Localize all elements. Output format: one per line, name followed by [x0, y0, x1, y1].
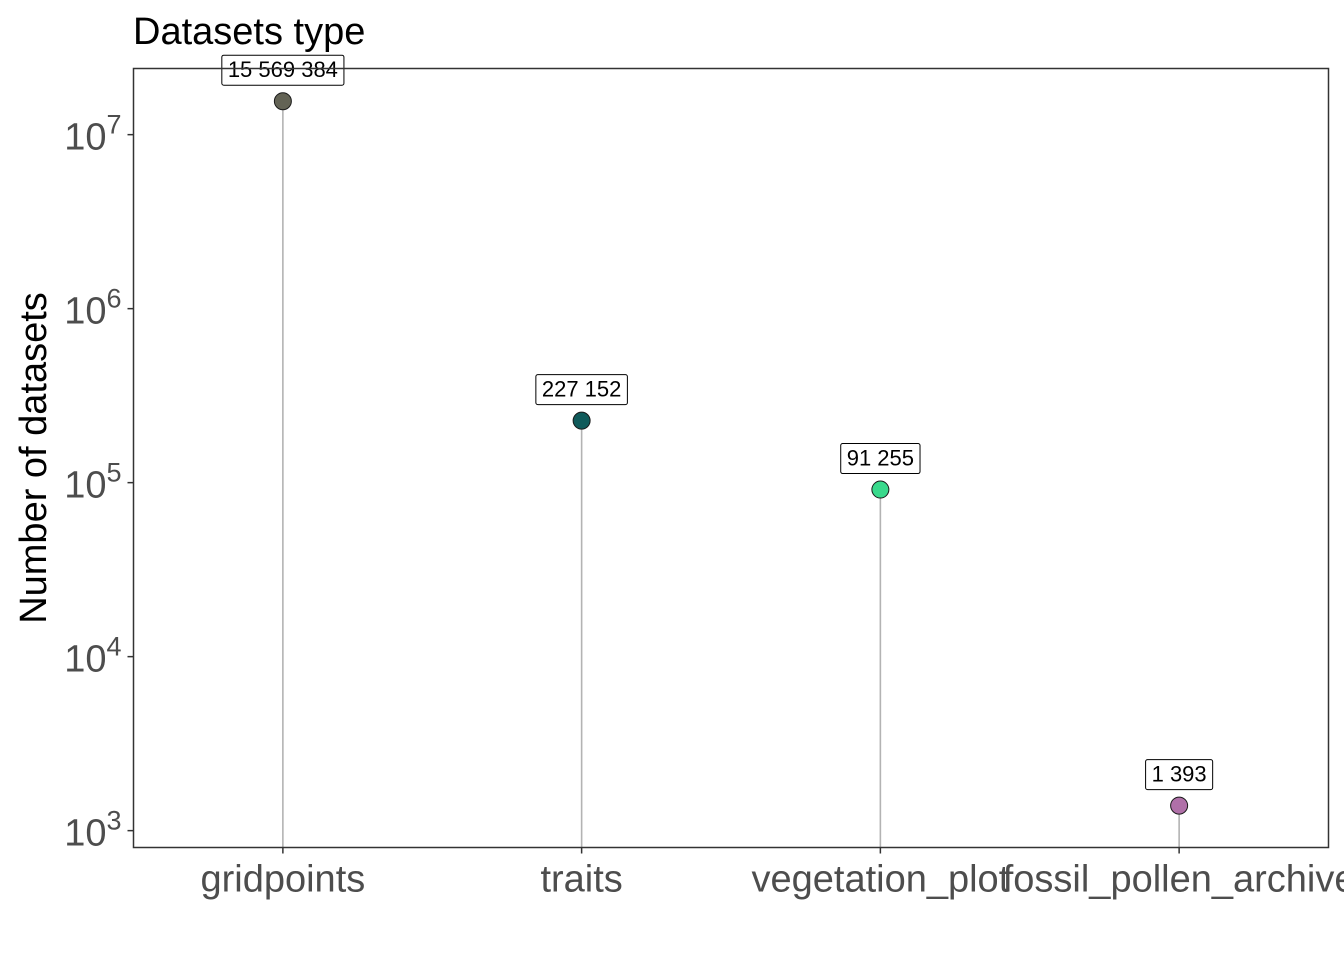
y-tick-label: 105: [64, 458, 121, 507]
lollipop-stems: [282, 101, 1180, 848]
value-label-box: [1145, 759, 1214, 791]
y-tick-base: 10: [64, 639, 106, 681]
plot-panel-border: [132, 67, 1330, 849]
lollipop-point: [1170, 796, 1189, 815]
value-label-box: [221, 54, 345, 86]
lollipop-point: [871, 480, 890, 499]
x-tick-label: traits: [540, 859, 622, 901]
y-tick-label: 106: [64, 284, 121, 333]
y-tick-label: 103: [64, 806, 121, 855]
value-label-text: 15 569 384: [228, 57, 338, 82]
lollipop-point: [572, 411, 591, 430]
value-label: 15 569 384: [221, 54, 345, 86]
value-label-text: 91 255: [847, 446, 914, 471]
value-label: 227 152: [535, 374, 628, 406]
y-tick-base: 10: [64, 117, 106, 159]
chart-title: Datasets type: [133, 11, 365, 53]
y-tick-base: 10: [64, 813, 106, 855]
x-axis-ticks: gridpoints traits vegetation_plotfossil_po…: [200, 847, 1344, 901]
y-tick-exponent: 7: [106, 110, 121, 140]
x-tick-label: gridpoints: [200, 859, 365, 901]
y-tick-exponent: 4: [106, 632, 121, 662]
y-axis-label: Number of datasets: [13, 292, 55, 624]
y-tick-label: 107: [64, 110, 121, 159]
value-label: 91 255: [840, 443, 921, 475]
x-tick-label: vegetation_plot: [751, 859, 1009, 901]
y-tick-base: 10: [64, 291, 106, 333]
lollipop-point: [273, 92, 292, 111]
y-tick-exponent: 6: [106, 284, 121, 314]
value-labels: 15 569 384 227 152 91 255 1 393: [221, 54, 1214, 791]
y-tick-exponent: 5: [106, 458, 121, 488]
lollipop-points: [273, 92, 1189, 815]
value-label: 1 393: [1145, 759, 1214, 791]
value-label-text: 227 152: [542, 377, 622, 402]
value-label-box: [840, 443, 921, 475]
value-label-text: 1 393: [1152, 762, 1207, 787]
y-tick-exponent: 3: [106, 806, 121, 836]
value-label-box: [535, 374, 628, 406]
x-tick-label: fossil_pollen_archive: [1003, 859, 1344, 901]
y-tick-base: 10: [64, 465, 106, 507]
y-tick-label: 104: [64, 632, 121, 681]
